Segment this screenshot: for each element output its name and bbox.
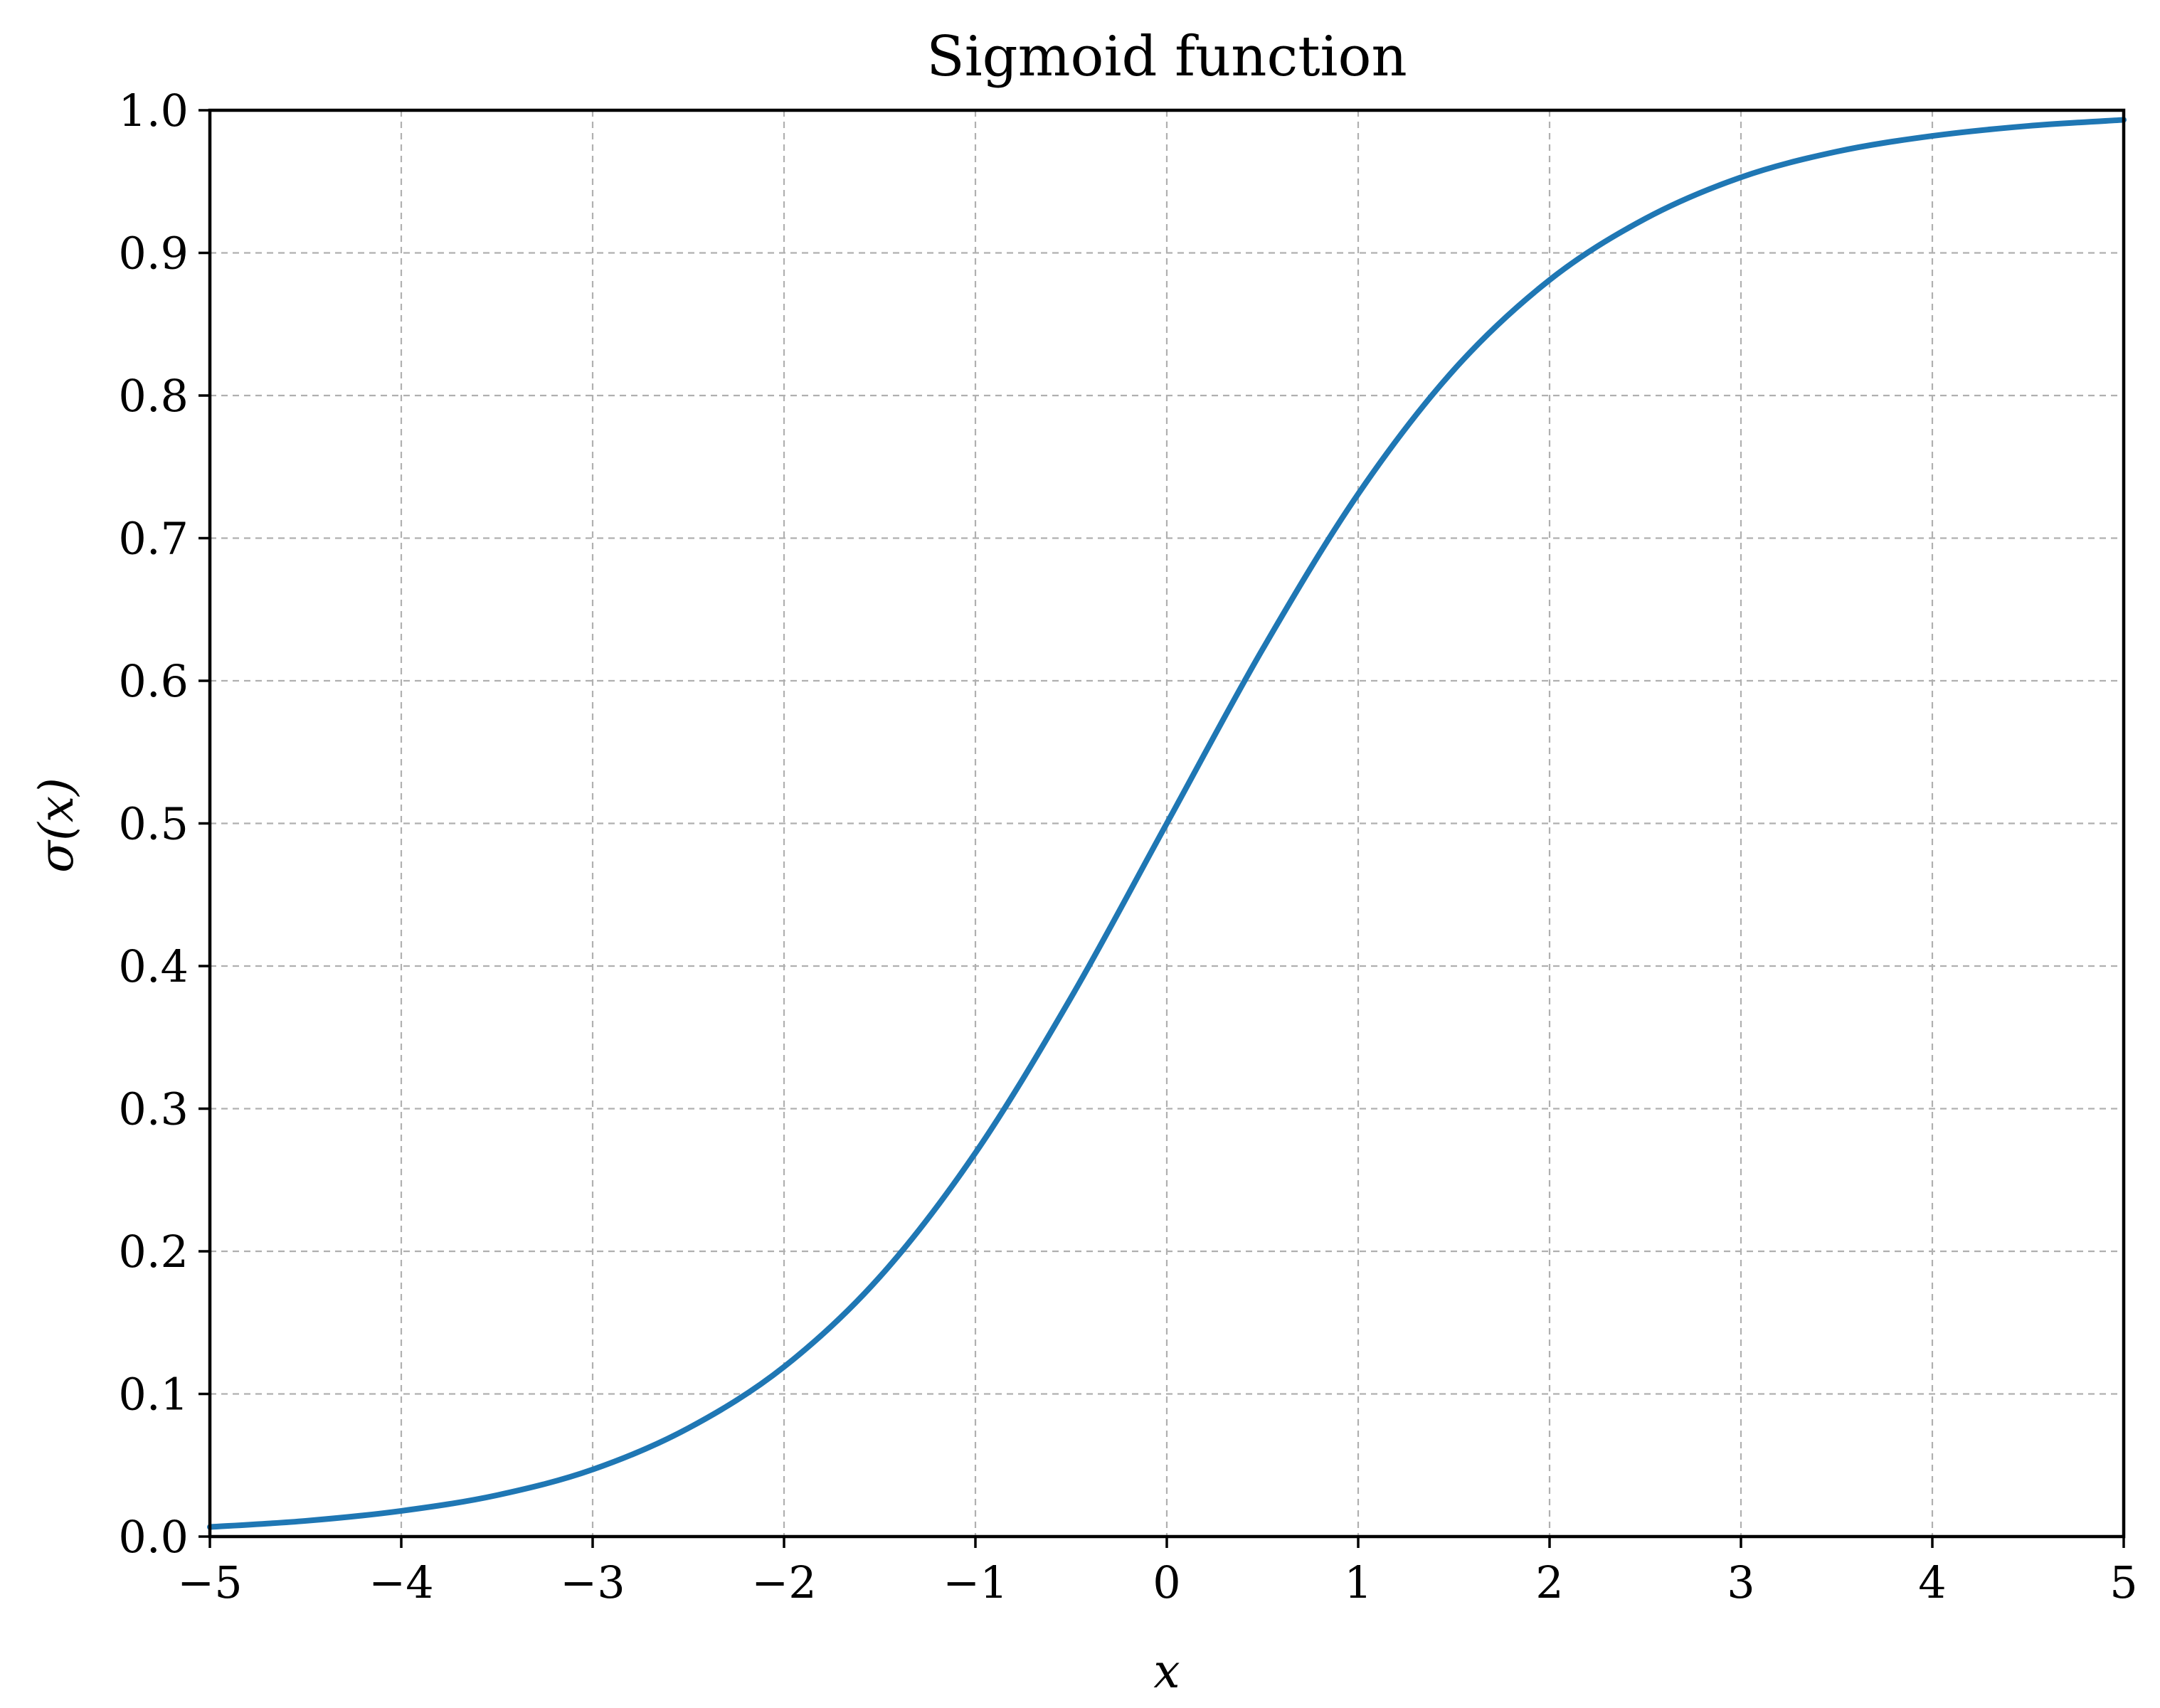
chart-title: Sigmoid function: [926, 25, 1407, 89]
x-tick-label: 5: [2109, 1556, 2137, 1608]
tick-marks: [198, 109, 2125, 1548]
y-tick-label: 0.2: [118, 1226, 189, 1278]
y-tick-label: 0.0: [118, 1511, 189, 1563]
x-tick-labels: −5 −4 −3 −2 −1 0 1 2 3 4 5: [177, 1556, 2137, 1608]
x-tick-label: 0: [1153, 1556, 1180, 1608]
y-tick-label: 0.3: [118, 1083, 189, 1135]
x-tick-label: −1: [943, 1556, 1007, 1608]
y-tick-label: 1.0: [118, 85, 189, 137]
y-tick-label: 0.4: [118, 940, 189, 992]
y-tick-label: 0.6: [118, 655, 189, 707]
y-tick-label: 0.1: [118, 1369, 189, 1421]
y-tick-label: 0.5: [118, 798, 189, 850]
sigmoid-curve: [207, 117, 2127, 1530]
y-axis-label: σ(x): [29, 778, 84, 873]
x-tick-label: −4: [369, 1556, 433, 1608]
x-axis-label: x: [1153, 1644, 1180, 1699]
x-tick-label: 2: [1535, 1556, 1563, 1608]
x-tick-label: −5: [177, 1556, 242, 1608]
x-tick-label: 3: [1727, 1556, 1754, 1608]
x-tick-label: 1: [1344, 1556, 1372, 1608]
series-layer: [207, 117, 2127, 1530]
y-tick-labels: 0.0 0.1 0.2 0.3 0.4 0.5 0.6 0.7 0.8 0.9 1.0: [118, 85, 189, 1563]
x-tick-label: −2: [751, 1556, 816, 1608]
x-tick-label: −3: [560, 1556, 625, 1608]
y-tick-label: 0.8: [118, 370, 189, 422]
y-tick-label: 0.9: [118, 228, 189, 280]
x-tick-label: 4: [1918, 1556, 1946, 1608]
y-tick-label: 0.7: [118, 513, 189, 565]
